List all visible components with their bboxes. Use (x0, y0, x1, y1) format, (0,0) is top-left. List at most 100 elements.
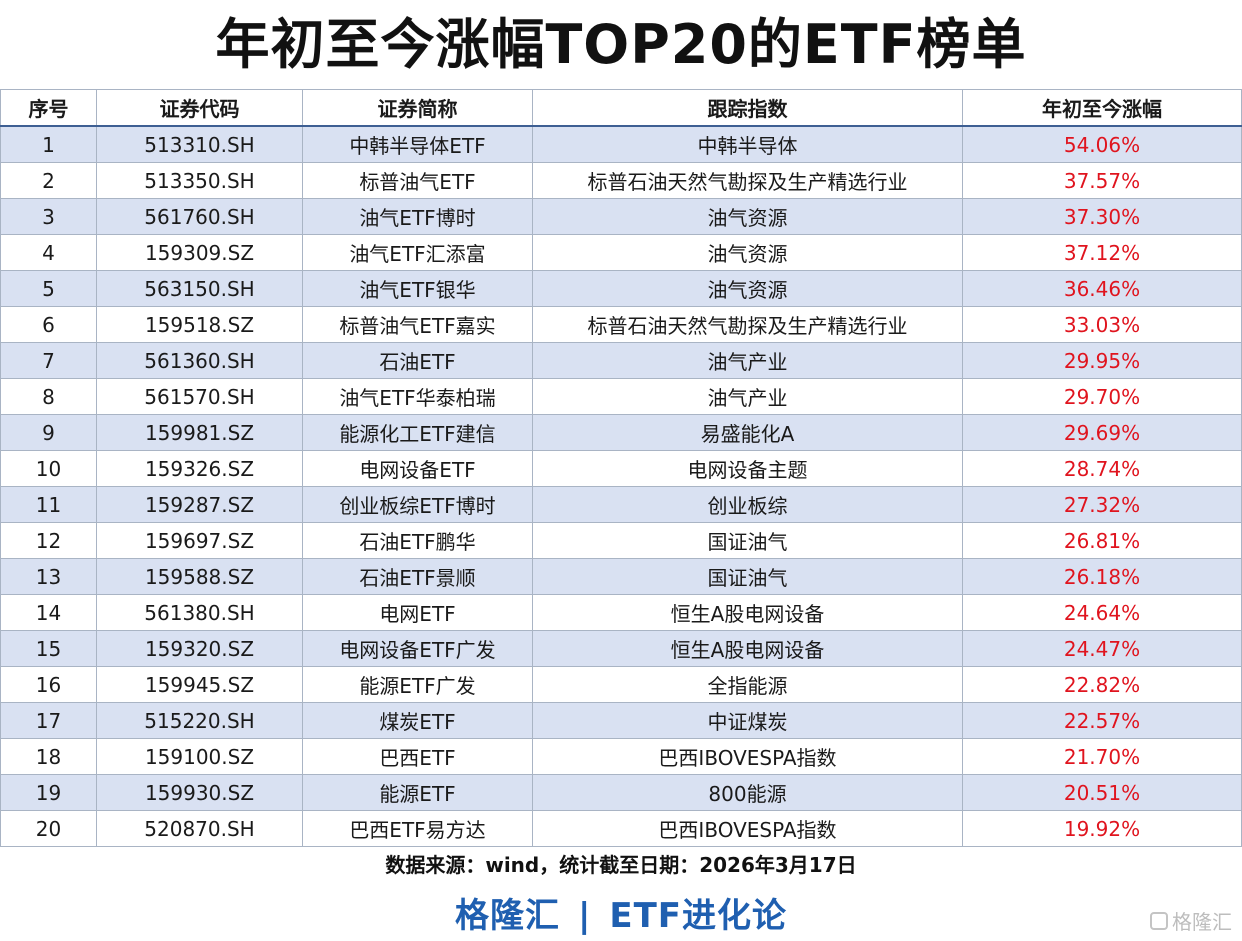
code-cell: 159945.SZ (96, 666, 303, 703)
index-cell: 国证油气 (532, 558, 963, 595)
rank-cell: 8 (0, 378, 97, 415)
gain-cell: 37.57% (962, 162, 1242, 199)
gain-cell: 24.47% (962, 630, 1242, 667)
code-cell: 561760.SH (96, 198, 303, 235)
name-cell: 能源化工ETF建信 (302, 414, 533, 451)
table-row: 10 159326.SZ 电网设备ETF 电网设备主题 28.74% (0, 450, 1242, 487)
index-cell: 中证煤炭 (532, 702, 963, 739)
code-cell: 159326.SZ (96, 450, 303, 487)
gain-cell: 29.69% (962, 414, 1242, 451)
name-cell: 石油ETF景顺 (302, 558, 533, 595)
table-row: 11 159287.SZ 创业板综ETF博时 创业板综 27.32% (0, 486, 1242, 523)
code-cell: 561380.SH (96, 594, 303, 631)
table-row: 8 561570.SH 油气ETF华泰柏瑞 油气产业 29.70% (0, 378, 1242, 415)
brand-column-name: ETF进化论 (609, 896, 788, 936)
gain-cell: 22.82% (962, 666, 1242, 703)
index-cell: 恒生A股电网设备 (532, 630, 963, 667)
rank-cell: 5 (0, 270, 97, 307)
index-cell: 800能源 (532, 774, 963, 811)
index-cell: 标普石油天然气勘探及生产精选行业 (532, 306, 963, 343)
code-cell: 159100.SZ (96, 738, 303, 775)
code-cell: 561360.SH (96, 342, 303, 379)
table-row: 5 563150.SH 油气ETF银华 油气资源 36.46% (0, 270, 1242, 307)
code-cell: 159287.SZ (96, 486, 303, 523)
rank-cell: 13 (0, 558, 97, 595)
gain-cell: 27.32% (962, 486, 1242, 523)
gain-cell: 21.70% (962, 738, 1242, 775)
table-row: 2 513350.SH 标普油气ETF 标普石油天然气勘探及生产精选行业 37.57% (0, 162, 1242, 199)
name-cell: 油气ETF华泰柏瑞 (302, 378, 533, 415)
table-row: 6 159518.SZ 标普油气ETF嘉实 标普石油天然气勘探及生产精选行业 33.03… (0, 306, 1242, 343)
gain-cell: 19.92% (962, 810, 1242, 847)
name-cell: 电网设备ETF (302, 450, 533, 487)
data-source-note: 数据来源：wind，统计截至日期：2026年3月17日 (385, 853, 857, 877)
column-header-code: 证券代码 (96, 89, 303, 127)
name-cell: 油气ETF博时 (302, 198, 533, 235)
gain-cell: 26.81% (962, 522, 1242, 559)
rank-cell: 10 (0, 450, 97, 487)
table-row: 12 159697.SZ 石油ETF鹏华 国证油气 26.81% (0, 522, 1242, 559)
rank-cell: 9 (0, 414, 97, 451)
index-cell: 油气资源 (532, 234, 963, 271)
name-cell: 油气ETF银华 (302, 270, 533, 307)
brand-separator: | (577, 896, 592, 936)
logo-icon (1150, 911, 1168, 930)
name-cell: 创业板综ETF博时 (302, 486, 533, 523)
index-cell: 巴西IBOVESPA指数 (532, 738, 963, 775)
index-cell: 油气产业 (532, 378, 963, 415)
code-cell: 159930.SZ (96, 774, 303, 811)
name-cell: 能源ETF (302, 774, 533, 811)
table-row: 15 159320.SZ 电网设备ETF广发 恒生A股电网设备 24.47% (0, 630, 1242, 667)
gain-cell: 24.64% (962, 594, 1242, 631)
index-cell: 巴西IBOVESPA指数 (532, 810, 963, 847)
name-cell: 巴西ETF (302, 738, 533, 775)
table-row: 18 159100.SZ 巴西ETF 巴西IBOVESPA指数 21.70% (0, 738, 1242, 775)
gain-cell: 20.51% (962, 774, 1242, 811)
gain-cell: 36.46% (962, 270, 1242, 307)
table-row: 7 561360.SH 石油ETF 油气产业 29.95% (0, 342, 1242, 379)
name-cell: 标普油气ETF (302, 162, 533, 199)
table-row: 17 515220.SH 煤炭ETF 中证煤炭 22.57% (0, 702, 1242, 739)
brand-name: 格隆汇 (454, 896, 560, 936)
column-header-rank: 序号 (0, 89, 97, 127)
name-cell: 油气ETF汇添富 (302, 234, 533, 271)
index-cell: 恒生A股电网设备 (532, 594, 963, 631)
code-cell: 159588.SZ (96, 558, 303, 595)
table-row: 16 159945.SZ 能源ETF广发 全指能源 22.82% (0, 666, 1242, 703)
table-row: 20 520870.SH 巴西ETF易方达 巴西IBOVESPA指数 19.92% (0, 810, 1242, 847)
rank-cell: 11 (0, 486, 97, 523)
index-cell: 电网设备主题 (532, 450, 963, 487)
code-cell: 159309.SZ (96, 234, 303, 271)
code-cell: 513350.SH (96, 162, 303, 199)
code-cell: 159697.SZ (96, 522, 303, 559)
rank-cell: 4 (0, 234, 97, 271)
index-cell: 油气资源 (532, 270, 963, 307)
etf-ranking-table: 序号 证券代码 证券简称 跟踪指数 年初至今涨幅 1 513310.SH 中韩半导体… (0, 89, 1242, 847)
table-row: 13 159588.SZ 石油ETF景顺 国证油气 26.18% (0, 558, 1242, 595)
name-cell: 电网设备ETF广发 (302, 630, 533, 667)
rank-cell: 17 (0, 702, 97, 739)
code-cell: 513310.SH (96, 125, 303, 163)
table-row: 4 159309.SZ 油气ETF汇添富 油气资源 37.12% (0, 234, 1242, 271)
table-row: 14 561380.SH 电网ETF 恒生A股电网设备 24.64% (0, 594, 1242, 631)
rank-cell: 1 (0, 125, 97, 163)
brand-footer: 格隆汇 | ETF进化论 (0, 888, 1242, 937)
code-cell: 159981.SZ (96, 414, 303, 451)
name-cell: 石油ETF鹏华 (302, 522, 533, 559)
rank-cell: 2 (0, 162, 97, 199)
code-cell: 515220.SH (96, 702, 303, 739)
rank-cell: 3 (0, 198, 97, 235)
gain-cell: 22.57% (962, 702, 1242, 739)
code-cell: 159518.SZ (96, 306, 303, 343)
table-row: 19 159930.SZ 能源ETF 800能源 20.51% (0, 774, 1242, 811)
page-title: 年初至今涨幅TOP20的ETF榜单 (215, 13, 1027, 76)
code-cell: 563150.SH (96, 270, 303, 307)
code-cell: 159320.SZ (96, 630, 303, 667)
gain-cell: 37.30% (962, 198, 1242, 235)
index-cell: 易盛能化A (532, 414, 963, 451)
gain-cell: 33.03% (962, 306, 1242, 343)
index-cell: 油气产业 (532, 342, 963, 379)
index-cell: 国证油气 (532, 522, 963, 559)
column-header-gain: 年初至今涨幅 (962, 89, 1242, 127)
rank-cell: 20 (0, 810, 97, 847)
